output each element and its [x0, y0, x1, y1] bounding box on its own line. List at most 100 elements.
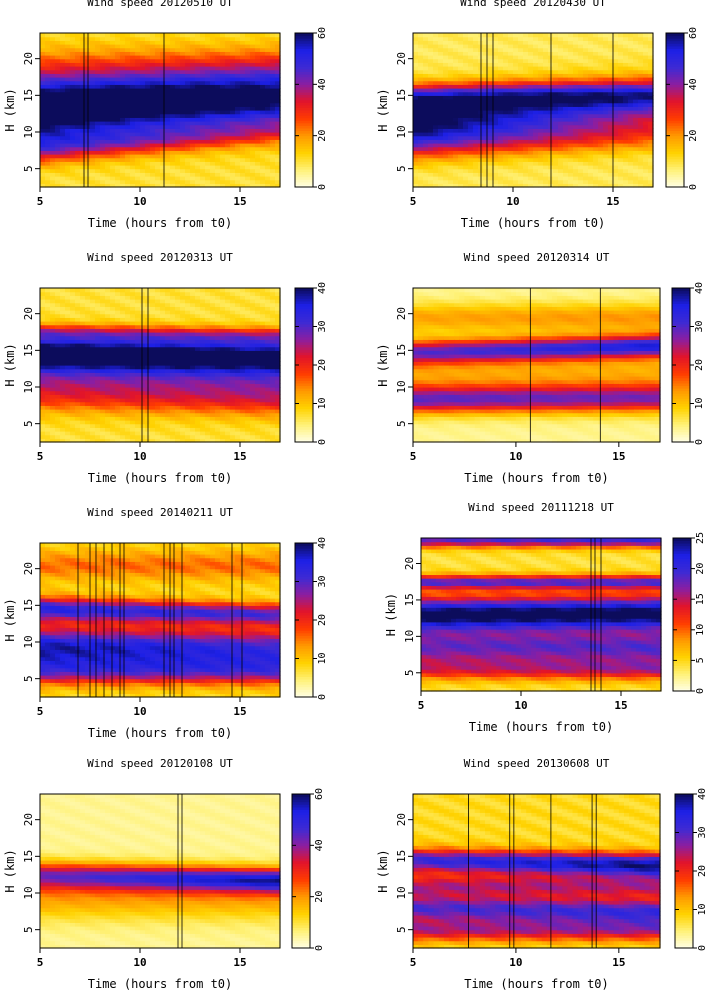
heatmap-cell [215, 124, 221, 129]
heatmap-cell [155, 69, 161, 74]
heatmap-cell [185, 150, 191, 155]
heatmap-cell [125, 343, 131, 348]
heatmap-cell [538, 88, 544, 93]
heatmap-cell [70, 80, 76, 85]
heatmap-cell [643, 150, 649, 155]
heatmap-cell [100, 423, 106, 428]
heatmap-cell [553, 91, 559, 96]
heatmap-cell [463, 110, 469, 115]
heatmap-cell [80, 412, 86, 417]
heatmap-cell [160, 88, 166, 93]
heatmap-cell [90, 62, 96, 67]
heatmap-cell [648, 36, 654, 41]
heatmap-cell [95, 310, 101, 315]
heatmap-cell [578, 33, 584, 38]
heatmap-cell [220, 36, 226, 41]
heatmap-cell [538, 128, 544, 133]
heatmap-cell [80, 302, 86, 307]
heatmap-cell [260, 110, 266, 115]
heatmap-cell [265, 139, 271, 144]
heatmap-cell [170, 40, 176, 45]
colorbar-segment [666, 43, 684, 47]
heatmap-cell [125, 135, 131, 140]
colorbar-segment [295, 158, 313, 162]
heatmap-cell [190, 121, 196, 126]
heatmap-cell [55, 302, 61, 307]
heatmap-cell [195, 40, 201, 45]
heatmap-cell [65, 302, 71, 307]
heatmap-cell [170, 183, 176, 188]
heatmap-cell [40, 401, 46, 406]
heatmap-cell [40, 66, 46, 71]
heatmap-cell [90, 295, 96, 300]
heatmap-cell [433, 95, 439, 100]
heatmap-cell [165, 150, 171, 155]
heatmap-cell [473, 102, 479, 107]
heatmap-cell [473, 47, 479, 52]
heatmap-cell [413, 121, 419, 126]
colorbar-segment [295, 156, 313, 160]
heatmap-cell [503, 154, 509, 159]
heatmap-cell [428, 88, 434, 93]
heatmap-cell [75, 80, 81, 85]
heatmap-cell [448, 44, 454, 49]
heatmap-cell [578, 117, 584, 122]
heatmap-cell [205, 172, 211, 177]
heatmap-cell [543, 110, 549, 115]
heatmap-cell [513, 66, 519, 71]
heatmap-cell [638, 157, 644, 162]
heatmap-cell [488, 77, 494, 82]
heatmap-cell [513, 157, 519, 162]
heatmap-cell [70, 102, 76, 107]
heatmap-cell [453, 55, 459, 60]
heatmap-cell [593, 165, 599, 170]
heatmap-cell [498, 55, 504, 60]
heatmap-cell [40, 361, 46, 366]
heatmap-cell [60, 291, 66, 296]
heatmap-cell [553, 183, 559, 188]
heatmap-cell [230, 183, 236, 188]
heatmap-cell [75, 77, 81, 82]
heatmap-cell [125, 302, 131, 307]
heatmap-cell [155, 80, 161, 85]
heatmap-cell [453, 51, 459, 56]
heatmap-cell [583, 135, 589, 140]
heatmap-cell [453, 102, 459, 107]
heatmap-cell [235, 80, 241, 85]
heatmap-cell [65, 40, 71, 45]
heatmap-cell [90, 106, 96, 111]
heatmap-cell [503, 179, 509, 184]
heatmap-cell [165, 73, 171, 78]
heatmap-cell [125, 317, 131, 322]
heatmap-cell [95, 387, 101, 392]
heatmap-cell [260, 102, 266, 107]
heatmap-cell [65, 401, 71, 406]
heatmap-cell [40, 135, 46, 140]
heatmap-cell [443, 124, 449, 129]
heatmap-cell [468, 157, 474, 162]
heatmap-cell [508, 80, 514, 85]
heatmap-cell [50, 172, 56, 177]
heatmap-cell [115, 412, 121, 417]
heatmap-cell [533, 95, 539, 100]
heatmap-cell [110, 69, 116, 74]
heatmap-cell [538, 84, 544, 89]
heatmap-cell [110, 299, 116, 304]
heatmap-cell [513, 51, 519, 56]
heatmap-cell [105, 58, 111, 63]
heatmap-cell [170, 139, 176, 144]
heatmap-cell [45, 121, 51, 126]
colorbar-segment [295, 35, 313, 39]
heatmap-cell [453, 161, 459, 166]
heatmap-cell [483, 168, 489, 173]
heatmap-cell [558, 121, 564, 126]
heatmap-cell [225, 88, 231, 93]
heatmap-cell [413, 77, 419, 82]
heatmap-cell [145, 143, 151, 148]
heatmap-cell [165, 95, 171, 100]
heatmap-cell [135, 128, 141, 133]
heatmap-cell [275, 58, 281, 63]
heatmap-cell [553, 44, 559, 49]
heatmap-cell [45, 339, 51, 344]
heatmap-cell [618, 77, 624, 82]
